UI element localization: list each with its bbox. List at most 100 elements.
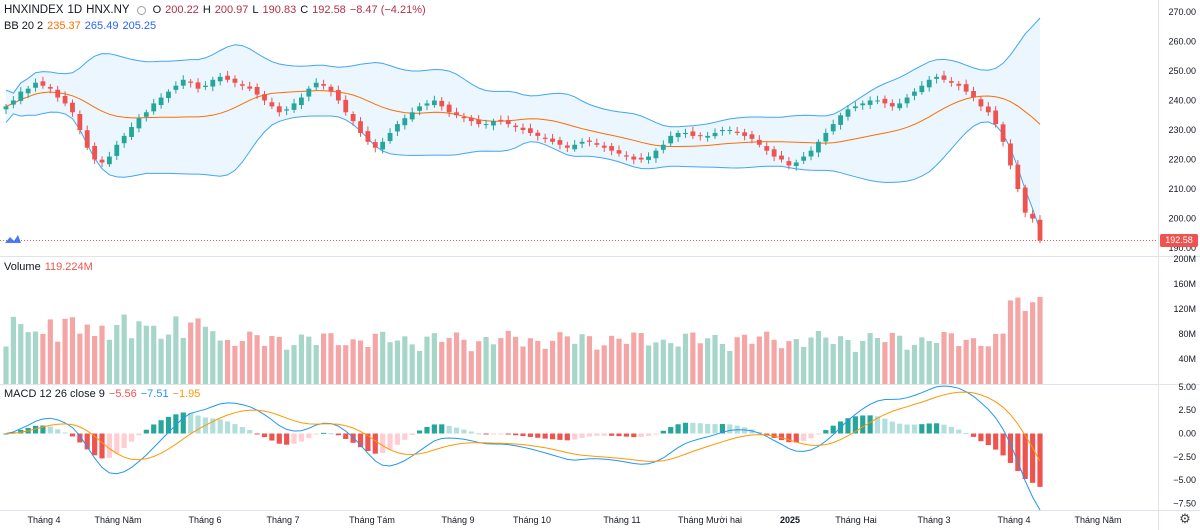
interval[interactable]: 1D: [67, 4, 83, 16]
volume-bar: [321, 333, 327, 384]
volume-bar: [660, 339, 666, 384]
volume-bar: [860, 340, 866, 384]
candle-body: [786, 161, 792, 166]
volume-bar: [387, 342, 393, 384]
macd-histogram-bar: [549, 433, 556, 440]
candle-body: [380, 141, 386, 150]
volume-bar: [616, 338, 622, 384]
main-legend: HNXINDEX 1D HNX.NY O 200.22 H 200.97 L 190.…: [4, 4, 426, 16]
macd-histogram-bar: [542, 433, 548, 439]
macd-histogram-bar: [564, 433, 570, 441]
macd-histogram-bar: [719, 424, 725, 434]
volume-bar: [845, 339, 851, 384]
gear-icon[interactable]: ⚙: [1179, 511, 1191, 526]
candle-body: [535, 132, 541, 136]
symbol-name[interactable]: HNXINDEX: [4, 4, 64, 16]
candle-body: [852, 106, 858, 109]
candle-body: [188, 81, 194, 83]
volume-bar: [3, 346, 9, 384]
macd-line-value: −7.51: [140, 388, 169, 400]
exchange: HNX.NY: [86, 4, 130, 16]
candle-body: [919, 85, 925, 93]
volume-bar: [439, 341, 445, 384]
volume-bar: [394, 340, 401, 384]
candle-body: [3, 106, 9, 110]
candle-body: [1015, 164, 1021, 190]
macd-histogram-bar: [313, 433, 319, 435]
volume-bar: [210, 331, 216, 384]
macd-histogram-bar: [365, 433, 371, 452]
candle-body: [40, 81, 46, 86]
macd-histogram-bar: [505, 433, 511, 435]
macd-histogram-bar: [18, 429, 24, 434]
candle-body: [210, 79, 216, 87]
candle-body: [350, 114, 356, 122]
candle-body: [816, 141, 821, 153]
macd-histogram-bar: [623, 433, 629, 437]
macd-histogram-bar: [727, 424, 733, 434]
volume-tick-label: 80M: [1178, 329, 1196, 339]
macd-histogram-bar: [535, 433, 541, 438]
volume-bar: [402, 336, 408, 384]
candle-body: [697, 135, 703, 137]
macd-histogram-bar: [461, 429, 467, 434]
volume-bar: [10, 316, 16, 384]
volume-bar: [180, 337, 186, 384]
low-value: 190.83: [262, 4, 297, 16]
candle-body: [623, 155, 629, 157]
volume-bar: [490, 344, 497, 384]
candle-body: [912, 91, 917, 96]
volume-bar: [372, 333, 378, 384]
macd-histogram-bar: [594, 433, 600, 436]
candle-body: [978, 99, 984, 107]
volume-bar: [934, 343, 940, 384]
macd-histogram-bar: [527, 433, 533, 437]
high-label: H: [202, 4, 211, 16]
volume-bar: [328, 333, 334, 384]
candle-body: [62, 96, 68, 104]
volume-bar: [306, 336, 312, 384]
volume-bar: [741, 334, 748, 384]
volume-bar: [690, 332, 696, 384]
volume-bar: [195, 318, 201, 384]
candle-body: [439, 100, 445, 107]
volume-bar: [549, 340, 556, 384]
macd-tick-label: −2.50: [1173, 452, 1196, 462]
tradingview-logo-icon[interactable]: [4, 232, 22, 246]
volume-bar: [483, 336, 489, 384]
time-axis-label: Tháng Hai: [835, 515, 877, 525]
candle-body: [84, 130, 90, 148]
time-axis-label: Tháng 10: [513, 515, 551, 525]
macd-histogram-bar: [978, 433, 984, 442]
macd-tick-label: 2.50: [1178, 405, 1196, 415]
candle-body: [505, 120, 511, 125]
macd-histogram-bar: [682, 422, 689, 434]
candle-body: [1030, 213, 1036, 219]
volume-bar: [675, 346, 681, 384]
volume-bar: [173, 316, 179, 384]
macd-histogram-bar: [424, 427, 430, 434]
macd-histogram-bar: [609, 433, 615, 436]
volume-legend[interactable]: Volume 119.224M: [4, 261, 93, 273]
candle-body: [985, 106, 991, 113]
candle-body: [25, 88, 31, 94]
candle-body: [631, 156, 637, 160]
candle-body: [808, 150, 814, 157]
bb-legend[interactable]: BB 20 2 235.37 265.49 205.25: [4, 20, 156, 32]
macd-legend[interactable]: MACD 12 26 close 9 −5.56 −7.51 −1.95: [4, 388, 200, 400]
volume-bar: [69, 317, 76, 384]
candle-body: [99, 159, 105, 163]
volume-bar: [505, 330, 511, 384]
candle-body: [653, 150, 659, 159]
candle-body: [166, 91, 171, 99]
volume-bar: [638, 333, 644, 384]
time-axis-label: Tháng Năm: [1074, 515, 1121, 525]
candle-body: [941, 75, 947, 80]
volume-bar: [1037, 296, 1043, 384]
candle-body: [247, 86, 253, 89]
macd-histogram-bar: [645, 433, 652, 436]
candle-body: [33, 82, 38, 88]
macd-histogram-bar: [993, 433, 999, 450]
macd-histogram-bar: [786, 433, 792, 443]
